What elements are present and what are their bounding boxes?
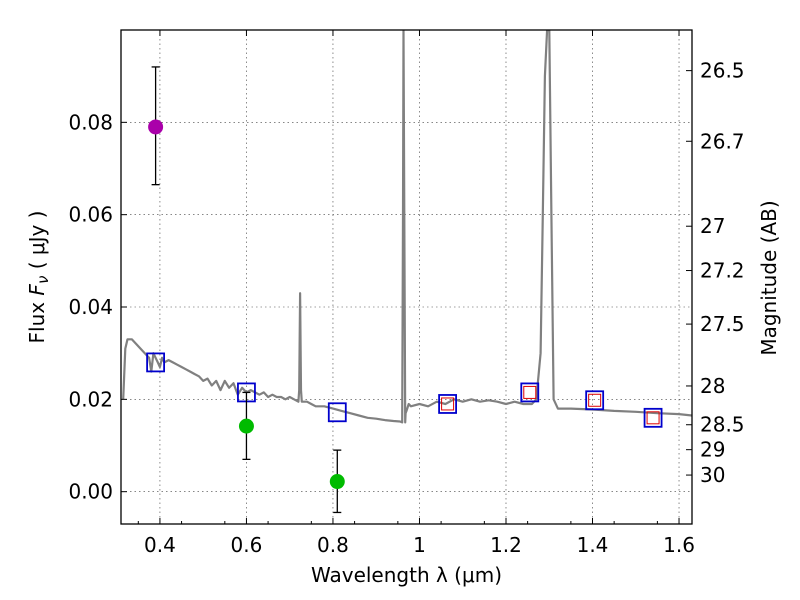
y-axis-right-title: Magnitude (AB): [757, 200, 781, 355]
spectrum-line: [122, 30, 692, 424]
y-tick-label: 0.02: [68, 387, 113, 411]
detection-circle-marker: [238, 418, 254, 434]
detection-circle-marker: [329, 474, 345, 490]
y-axis-title-part: ν: [34, 276, 52, 284]
x-tick-label: 0.6: [231, 533, 263, 557]
right-tick-label: 27.2: [700, 259, 745, 283]
model-square-marker: [520, 382, 540, 403]
model-square-marker: [438, 394, 457, 414]
model-square-marker: [146, 352, 166, 373]
observed-square-marker: [646, 411, 660, 425]
right-tick-label: 28: [700, 374, 725, 398]
y-axis-title: Flux Fν ( μJy ): [25, 211, 52, 344]
y-axis-title-part: ( μJy ): [25, 211, 49, 276]
x-tick-label: 0.4: [144, 533, 176, 557]
observed-square-marker: [441, 397, 455, 411]
y-tick-label: 0.04: [68, 295, 113, 319]
axis-ticks: 0.4 0.6 0.8 1 1.2 1.4 1.6 0.00 0.02 0.04 0.06 0.08 2…: [68, 30, 745, 557]
observed-square-marker: [588, 393, 602, 407]
y-tick-label: 0.06: [68, 203, 113, 227]
right-tick-label: 26.5: [700, 59, 745, 83]
y-tick-label: 0.00: [68, 480, 113, 504]
model-square-marker: [327, 402, 347, 423]
right-tick-label: 28.5: [700, 413, 745, 437]
x-tick-label: 0.8: [317, 533, 349, 557]
x-tick-label: 1: [413, 533, 426, 557]
data-markers: [146, 66, 663, 514]
right-tick-label: 30: [700, 463, 725, 487]
model-spectrum: [122, 30, 692, 424]
plot-frame: [120, 29, 693, 525]
right-tick-label: 27: [700, 214, 725, 238]
x-tick-label: 1.4: [577, 533, 609, 557]
right-tick-label: 27.5: [700, 312, 745, 336]
model-square-marker: [643, 407, 663, 428]
detection-circle-marker: [148, 119, 164, 135]
grid-lines: [121, 30, 692, 524]
y-tick-label: 0.08: [68, 110, 113, 134]
observed-square-marker: [523, 385, 537, 399]
x-tick-label: 1.6: [663, 533, 695, 557]
y-axis-title-part: Flux: [25, 296, 49, 344]
model-square-marker: [585, 390, 605, 411]
x-axis-title: Wavelength λ (μm): [311, 563, 502, 587]
right-tick-label: 26.7: [700, 129, 745, 153]
y-axis-title-part: F: [25, 284, 49, 296]
right-tick-label: 29: [700, 438, 725, 462]
x-tick-label: 1.2: [490, 533, 522, 557]
